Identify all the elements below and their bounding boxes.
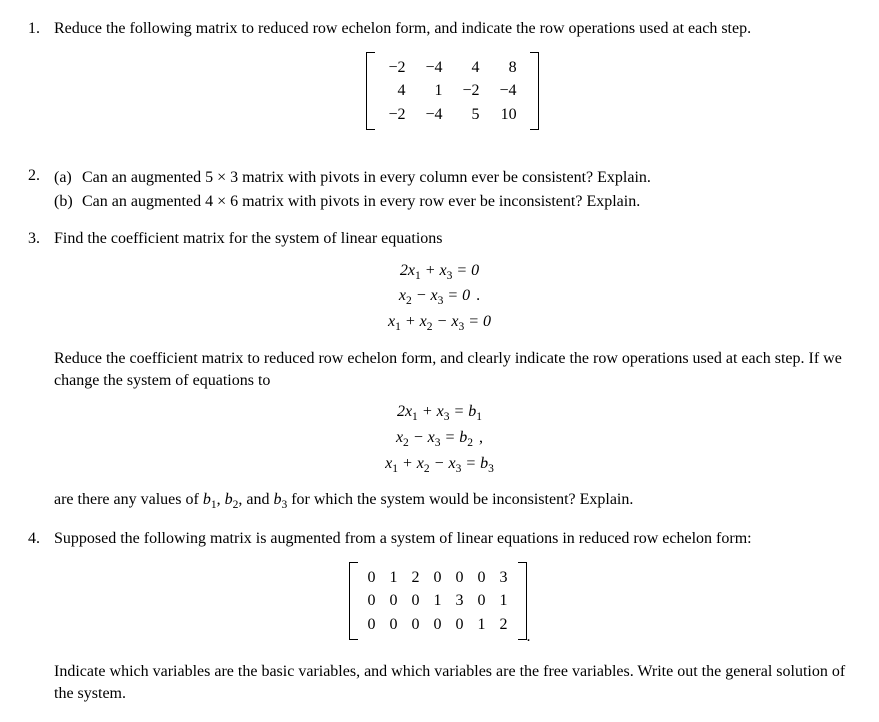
question-3-mid: Reduce the coefficient matrix to reduced… <box>54 348 851 391</box>
m1-r3c4: 10 <box>490 103 527 127</box>
question-3-number: 3. <box>28 228 54 250</box>
m4-r3c7: 2 <box>493 613 515 637</box>
q3-sys1-l1: 2x1 + x3 = 0 <box>28 260 851 285</box>
m4-r1c4: 0 <box>427 566 449 590</box>
m1-r3c3: 5 <box>453 103 490 127</box>
m1-r1c4: 8 <box>490 56 527 80</box>
question-3-system-2: 2x1 + x3 = b1 x2 − x3 = b2, x1 + x2 − x3… <box>28 401 851 477</box>
question-1: 1. Reduce the following matrix to reduce… <box>28 18 851 151</box>
question-2b-text: Can an augmented 4 × 6 matrix with pivot… <box>82 191 640 213</box>
question-4-matrix-punct: . <box>527 627 531 644</box>
m1-r3c2: −4 <box>415 103 452 127</box>
question-4-lead: Supposed the following matrix is augment… <box>54 530 752 547</box>
matrix-q4-table: 0 1 2 0 0 0 3 0 0 0 1 3 0 1 0 0 0 0 <box>361 566 515 637</box>
m1-r2c2: 1 <box>415 79 452 103</box>
m4-r2c2: 0 <box>383 589 405 613</box>
m4-r3c5: 0 <box>449 613 471 637</box>
question-4-number: 4. <box>28 528 54 550</box>
question-3-content: Find the coefficient matrix for the syst… <box>54 228 851 250</box>
question-4-matrix: 0 1 2 0 0 0 3 0 0 0 1 3 0 1 0 0 0 0 <box>28 562 851 647</box>
m4-r1c5: 0 <box>449 566 471 590</box>
question-4-content: Supposed the following matrix is augment… <box>54 528 851 550</box>
q3-sys2-l1: 2x1 + x3 = b1 <box>28 401 851 426</box>
m4-r2c4: 1 <box>427 589 449 613</box>
q3-sys2-l3: x1 + x2 − x3 = b3 <box>28 453 851 478</box>
q3-sys2-punct: , <box>473 429 483 446</box>
matrix-q1-table: −2 −4 4 8 4 1 −2 −4 −2 −4 5 <box>378 56 526 127</box>
question-2-content: (a) Can an augmented 5 × 3 matrix with p… <box>54 165 851 214</box>
question-2b-label: (b) <box>54 191 82 213</box>
question-1-text: Reduce the following matrix to reduced r… <box>54 20 751 37</box>
m1-r1c3: 4 <box>453 56 490 80</box>
m4-r1c1: 0 <box>361 566 383 590</box>
question-3: 3. Find the coefficient matrix for the s… <box>28 228 851 250</box>
m4-r2c1: 0 <box>361 589 383 613</box>
question-1-content: Reduce the following matrix to reduced r… <box>54 18 851 151</box>
q3-sys2-l2: x2 − x3 = b2, <box>28 427 851 452</box>
question-2: 2. (a) Can an augmented 5 × 3 matrix wit… <box>28 165 851 214</box>
m4-r2c3: 0 <box>405 589 427 613</box>
question-2a-label: (a) <box>54 167 82 189</box>
m1-r1c1: −2 <box>378 56 415 80</box>
m4-r1c2: 1 <box>383 566 405 590</box>
m1-r1c2: −4 <box>415 56 452 80</box>
m4-r3c2: 0 <box>383 613 405 637</box>
question-3-lead: Find the coefficient matrix for the syst… <box>54 230 442 247</box>
question-4: 4. Supposed the following matrix is augm… <box>28 528 851 550</box>
m1-r2c3: −2 <box>453 79 490 103</box>
question-3-system-1: 2x1 + x3 = 0 x2 − x3 = 0. x1 + x2 − x3 =… <box>28 260 851 336</box>
m4-r2c7: 1 <box>493 589 515 613</box>
m1-r3c1: −2 <box>378 103 415 127</box>
question-1-number: 1. <box>28 18 54 151</box>
question-2a-text: Can an augmented 5 × 3 matrix with pivot… <box>82 167 651 189</box>
m4-r2c5: 3 <box>449 589 471 613</box>
question-1-matrix: −2 −4 4 8 4 1 −2 −4 −2 −4 5 <box>54 52 851 137</box>
m4-r3c4: 0 <box>427 613 449 637</box>
q3-sys1-l3: x1 + x2 − x3 = 0 <box>28 311 851 336</box>
q3-sys1-punct: . <box>470 287 480 304</box>
question-3-tail: are there any values of b1, b2, and b3 f… <box>54 489 851 514</box>
m1-r2c1: 4 <box>378 79 415 103</box>
q3-sys1-l2: x2 − x3 = 0. <box>28 285 851 310</box>
m4-r3c6: 1 <box>471 613 493 637</box>
m4-r2c6: 0 <box>471 589 493 613</box>
m4-r1c3: 2 <box>405 566 427 590</box>
m1-r2c4: −4 <box>490 79 527 103</box>
m4-r1c7: 3 <box>493 566 515 590</box>
question-2-number: 2. <box>28 165 54 214</box>
m4-r3c3: 0 <box>405 613 427 637</box>
m4-r3c1: 0 <box>361 613 383 637</box>
m4-r1c6: 0 <box>471 566 493 590</box>
